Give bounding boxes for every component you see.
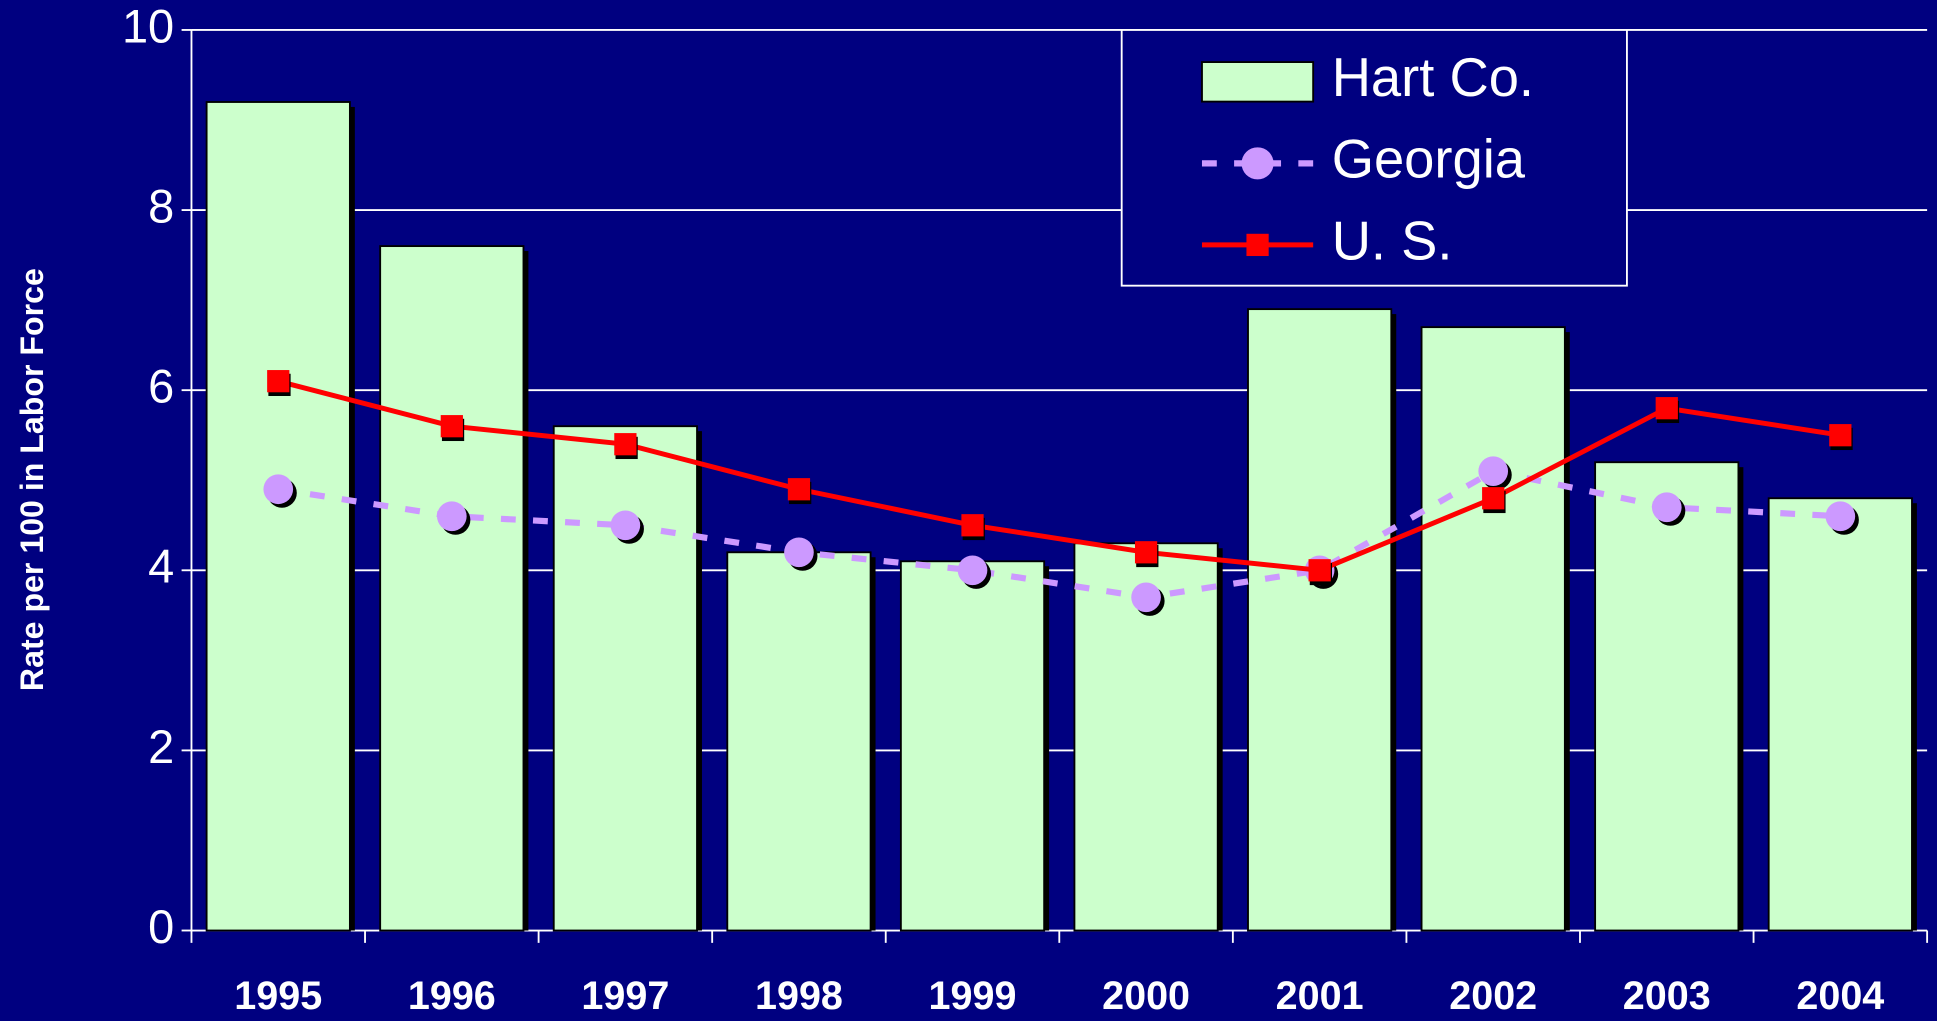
marker [267,370,290,393]
y-tick-label: 10 [122,0,174,52]
marker [961,514,984,537]
x-tick-label: 2004 [1796,974,1884,1018]
bar [1420,326,1566,932]
bar [726,551,872,932]
x-tick-label: 1997 [581,974,669,1018]
legend-label: Hart Co. [1332,47,1534,108]
bar [1594,461,1740,932]
marker [1655,397,1678,420]
x-tick-label: 2003 [1623,974,1711,1018]
bar [205,101,351,932]
legend-marker [1241,147,1274,180]
marker [1825,501,1856,532]
bar [899,560,1046,932]
marker [1651,492,1682,523]
marker [1308,559,1331,582]
marker [1131,582,1161,613]
legend-swatch [1201,61,1315,103]
y-tick-label: 0 [148,901,174,953]
legend-marker [1246,233,1269,257]
y-tick-label: 6 [148,361,174,413]
bar [552,425,698,932]
x-tick-label: 1995 [234,974,322,1018]
legend-label: U. S. [1332,210,1453,271]
x-tick-label: 1996 [408,974,496,1018]
line [277,378,1841,573]
marker [1134,541,1158,564]
marker [436,501,467,532]
bar [379,245,525,932]
marker [784,537,814,568]
line [277,467,1841,601]
legend-label: Georgia [1332,129,1526,190]
marker [440,415,463,438]
y-tick-label: 8 [148,180,174,232]
marker [1482,487,1505,510]
y-axis-label: Rate per 100 in Labor Force [14,268,50,691]
marker [1478,456,1509,487]
x-tick-label: 2001 [1276,974,1364,1018]
bar [1247,308,1393,932]
x-tick-label: 2002 [1449,974,1537,1018]
marker [957,555,988,586]
y-tick-label: 2 [148,721,174,773]
bar [1767,497,1913,932]
marker [614,433,637,456]
marker [787,478,811,501]
y-tick-label: 4 [148,541,174,593]
marker [1829,424,1852,447]
marker [610,510,641,541]
marker [263,474,294,505]
x-tick-label: 1999 [929,974,1017,1018]
x-tick-label: 1998 [755,974,843,1018]
x-tick-label: 2000 [1102,974,1190,1018]
